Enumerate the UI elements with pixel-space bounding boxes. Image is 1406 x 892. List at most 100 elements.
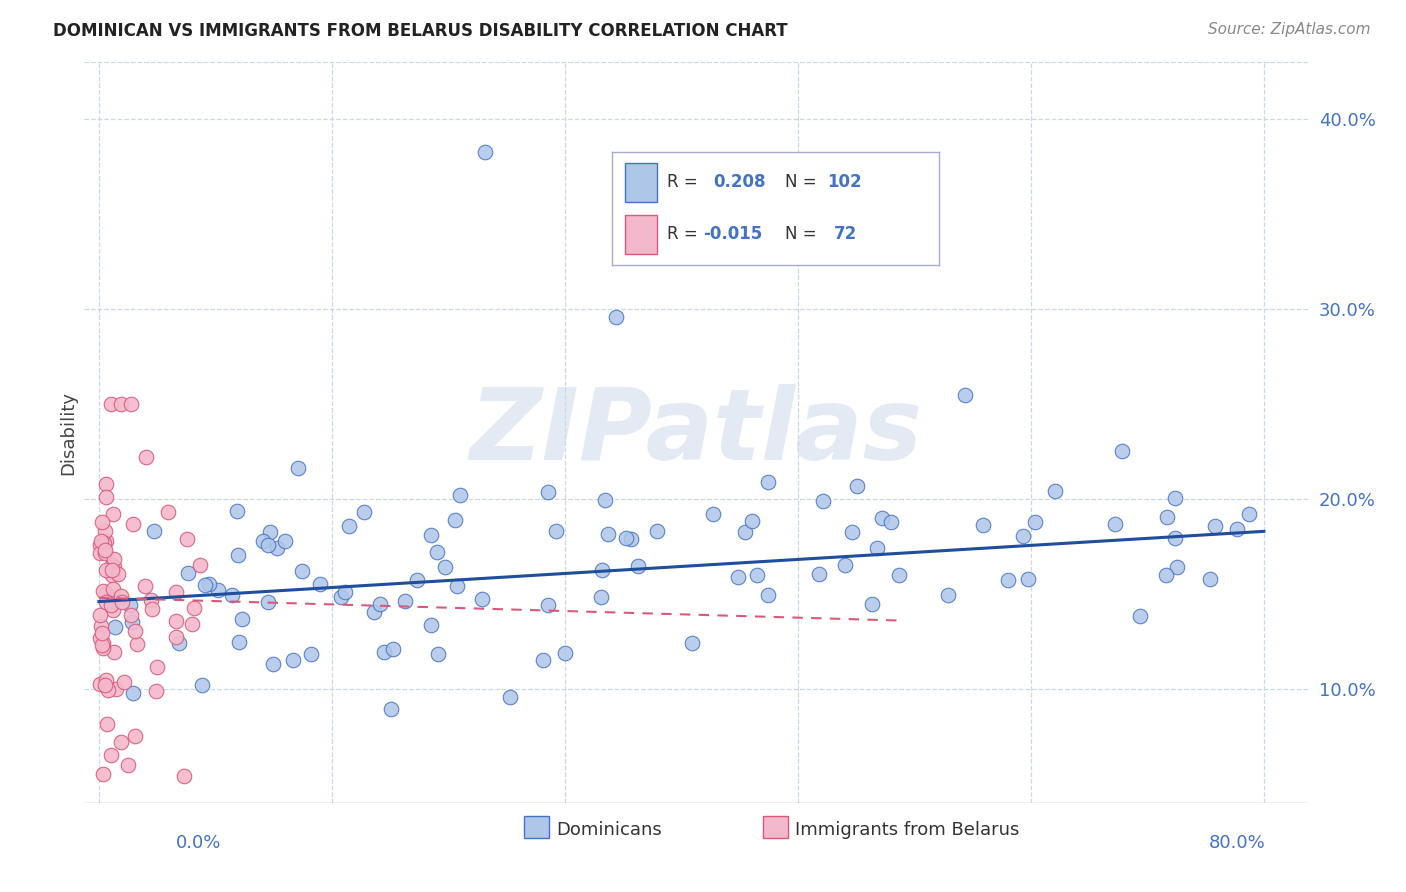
Point	[97, 683, 120, 698]
Point	[406, 573, 429, 587]
Point	[94, 542, 117, 557]
Point	[846, 478, 869, 492]
Point	[1164, 491, 1187, 505]
Point	[91, 767, 114, 781]
Point	[309, 577, 332, 591]
Point	[1239, 508, 1261, 522]
Point	[595, 492, 617, 507]
Point	[191, 678, 214, 692]
Text: 80.0%: 80.0%	[1209, 834, 1265, 852]
Point	[94, 586, 117, 600]
Point	[1045, 483, 1067, 498]
Point	[228, 635, 250, 649]
Point	[363, 605, 385, 619]
Point	[90, 515, 112, 529]
Point	[353, 505, 375, 519]
Point	[596, 527, 619, 541]
Point	[89, 608, 111, 623]
Point	[118, 598, 141, 612]
Point	[259, 524, 281, 539]
Point	[221, 589, 243, 603]
Point	[756, 475, 779, 489]
Point	[1104, 516, 1126, 531]
Point	[91, 583, 114, 598]
Point	[146, 660, 169, 674]
Point	[474, 145, 496, 159]
Point	[745, 567, 768, 582]
Point	[333, 585, 356, 599]
Point	[101, 561, 124, 575]
Text: 102: 102	[827, 173, 862, 191]
Point	[880, 515, 903, 529]
Point	[96, 476, 118, 491]
Point	[104, 620, 127, 634]
Point	[103, 560, 125, 574]
Point	[94, 563, 117, 577]
Point	[89, 631, 111, 645]
Point	[889, 567, 911, 582]
Point	[841, 525, 863, 540]
Bar	[624, 215, 658, 253]
Point	[101, 568, 124, 582]
Point	[207, 583, 229, 598]
Point	[101, 563, 124, 577]
Point	[536, 485, 558, 500]
Point	[544, 524, 567, 538]
Point	[225, 504, 247, 518]
Point	[1111, 444, 1133, 458]
Text: Dominicans: Dominicans	[557, 822, 662, 839]
Point	[103, 592, 125, 607]
Point	[394, 594, 416, 608]
Bar	[624, 163, 658, 202]
Point	[96, 595, 118, 609]
Point	[141, 602, 163, 616]
Point	[122, 686, 145, 700]
Point	[90, 638, 112, 652]
Point	[103, 552, 125, 566]
Point	[281, 653, 304, 667]
Point	[449, 487, 471, 501]
Point	[471, 591, 494, 606]
Point	[176, 532, 198, 546]
Point	[444, 513, 467, 527]
Point	[446, 578, 468, 592]
Point	[89, 677, 111, 691]
Point	[531, 652, 554, 666]
Point	[96, 717, 118, 731]
Point	[727, 569, 749, 583]
Point	[329, 590, 352, 604]
Point	[741, 514, 763, 528]
Point	[94, 533, 117, 548]
Point	[1154, 568, 1177, 582]
Point	[103, 508, 125, 522]
Point	[231, 612, 253, 626]
Text: R =: R =	[668, 226, 697, 244]
Y-axis label: Disability: Disability	[59, 391, 77, 475]
Point	[427, 648, 450, 662]
Point	[194, 578, 217, 592]
Text: 0.0%: 0.0%	[176, 834, 221, 852]
Point	[101, 602, 124, 616]
Point	[91, 625, 114, 640]
Text: ZIPatlas: ZIPatlas	[470, 384, 922, 481]
Point	[112, 674, 135, 689]
Point	[173, 768, 195, 782]
Point	[89, 538, 111, 552]
Point	[554, 646, 576, 660]
Point	[180, 617, 202, 632]
Point	[100, 594, 122, 608]
Point	[419, 618, 441, 632]
Point	[426, 545, 449, 559]
Point	[198, 576, 221, 591]
Point	[734, 524, 756, 539]
Point	[605, 310, 627, 324]
Text: Source: ZipAtlas.com: Source: ZipAtlas.com	[1208, 22, 1371, 37]
Point	[169, 635, 191, 649]
Point	[117, 757, 139, 772]
Point	[1017, 573, 1039, 587]
Point	[647, 524, 669, 539]
Point	[103, 582, 125, 596]
Point	[135, 450, 157, 465]
Point	[381, 641, 404, 656]
Text: 72: 72	[834, 226, 858, 244]
